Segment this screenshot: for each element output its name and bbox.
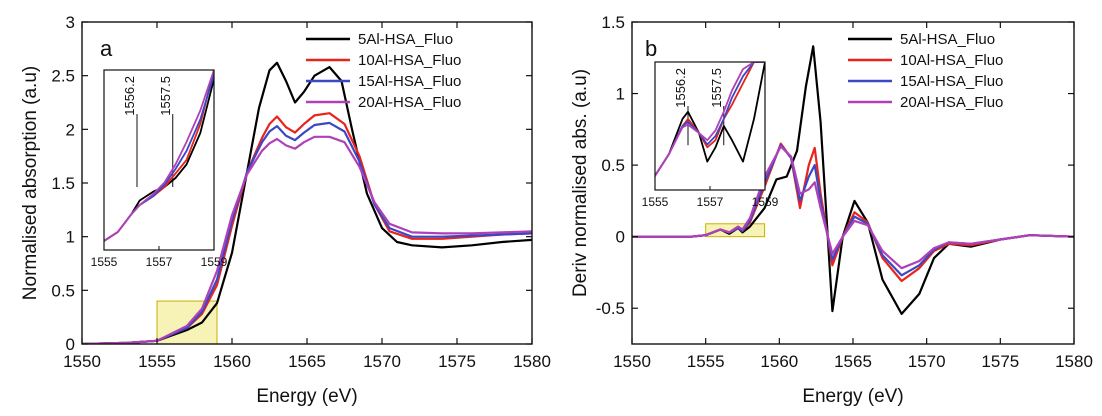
panel-b-y-axis-label: Deriv normalised abs. (a.u) [570,69,591,297]
panel-b-x-tick-label: 1565 [834,352,872,371]
panel-b-inset-annotation-label-2: 1557.5 [709,68,724,108]
panel-a-x-tick-label: 1550 [63,352,101,371]
panel-a-x-tick-label: 1570 [363,352,401,371]
panel-a-inset-annotation-label-1: 1556.2 [122,76,137,116]
panel-b-legend: 5Al-HSA_Fluo 10Al-HSA_Fluo 15Al-HSA_Fluo 20… [848,31,1003,111]
panel-a-y-tick-label: 2.5 [51,67,75,86]
panel-a-inset-series-line-4 [104,70,214,242]
panel-b-series-line-4 [632,145,1074,270]
panel-a-chart: 1550 1555 1560 1565 1570 1575 1580 0 0.5 1 1.5 2 2.5… [20,13,551,407]
panel-b-y-tick-label: -0.5 [596,299,625,318]
panel-a-legend-entry-1: 5Al-HSA_Fluo [358,31,453,48]
panel-a-series-line-3 [82,121,532,344]
panel-b-y-tick-label: 0.5 [601,156,625,175]
panel-a-x-axis-label: Energy (eV) [256,386,357,407]
panel-a-x-tick-label: 1580 [513,352,551,371]
panel-b-inset-x-tick-label: 1559 [752,195,779,209]
panel-a-y-tick-label: 3 [66,13,75,32]
panel-b-inset-annotation-label-1: 1556.2 [673,68,688,108]
panel-a-inset-x-tick-label: 1557 [146,255,173,269]
panel-b-legend-entry-1: 5Al-HSA_Fluo [900,31,995,48]
panel-a-series-group [82,61,532,344]
panel-a-y-tick-label: 1 [66,228,75,247]
panel-a-y-tick-label: 2 [66,120,75,139]
panel-b-legend-entry-2: 10Al-HSA_Fluo [900,52,1003,69]
panel-a-x-tick-label: 1565 [288,352,326,371]
panel-b-inset-x-tick-label: 1555 [642,195,669,209]
panel-b-legend-entry-4: 20Al-HSA_Fluo [900,94,1003,111]
panel-a-series-line-1 [82,61,532,344]
panel-a-legend-entry-3: 15Al-HSA_Fluo [358,73,461,90]
panel-b-y-tick-label: 0 [616,228,625,247]
panel-b-inset: 1556.2 1557.5 1555 1557 1559 [642,61,779,209]
panel-a-y-axis-label: Normalised absorption (a.u) [20,66,41,300]
panel-b-x-tick-label: 1575 [981,352,1019,371]
panel-b-series-group [632,45,1074,315]
panel-a-x-tick-label: 1560 [213,352,251,371]
panel-b-inset-series-line-1 [655,62,765,177]
panel-b-y-tick-label: 1 [616,85,625,104]
panel-b-inset-series-line-4 [655,62,765,177]
panel-a-panel-letter: a [100,36,113,61]
panel-b-x-tick-label: 1560 [760,352,798,371]
panel-a-y-tick-label: 0 [66,335,75,354]
panel-b-x-tick-label: 1550 [613,352,651,371]
panel-b-x-tick-label: 1580 [1055,352,1093,371]
panel-b-legend-entry-3: 15Al-HSA_Fluo [900,73,1003,90]
panel-a-legend: 5Al-HSA_Fluo 10Al-HSA_Fluo 15Al-HSA_Fluo 20… [306,31,461,111]
panel-b-x-tick-label: 1570 [908,352,946,371]
panel-a-legend-entry-4: 20Al-HSA_Fluo [358,94,461,111]
panel-a-inset-annotation-label-2: 1557.5 [158,76,173,116]
panel-b-y-tick-label: 1.5 [601,13,625,32]
panel-b-inset-background [655,62,765,190]
panel-a-inset-x-tick-label: 1555 [91,255,118,269]
panel-a-y-tick-label: 0.5 [51,281,75,300]
panel-a-legend-entry-2: 10Al-HSA_Fluo [358,52,461,69]
panel-a-inset-background [104,70,214,250]
panel-b-x-tick-label: 1555 [687,352,725,371]
panel-a-x-tick-label: 1555 [138,352,176,371]
panel-a-inset: 1556.2 1557.5 1555 1557 1559 [91,69,228,269]
panel-a-x-tick-label: 1575 [438,352,476,371]
panel-b-inset-x-tick-label: 1557 [697,195,724,209]
panel-b-panel-letter: b [645,36,657,61]
panel-b-chart: 1550 1555 1560 1565 1570 1575 1580 -0.5 0 0.5 1 1.5… [570,13,1093,407]
panel-a-y-tick-label: 1.5 [51,174,75,193]
panel-a-series-line-4 [82,135,532,344]
panel-a-inset-x-tick-label: 1559 [201,255,228,269]
panel-b-x-axis-label: Energy (eV) [802,386,903,407]
